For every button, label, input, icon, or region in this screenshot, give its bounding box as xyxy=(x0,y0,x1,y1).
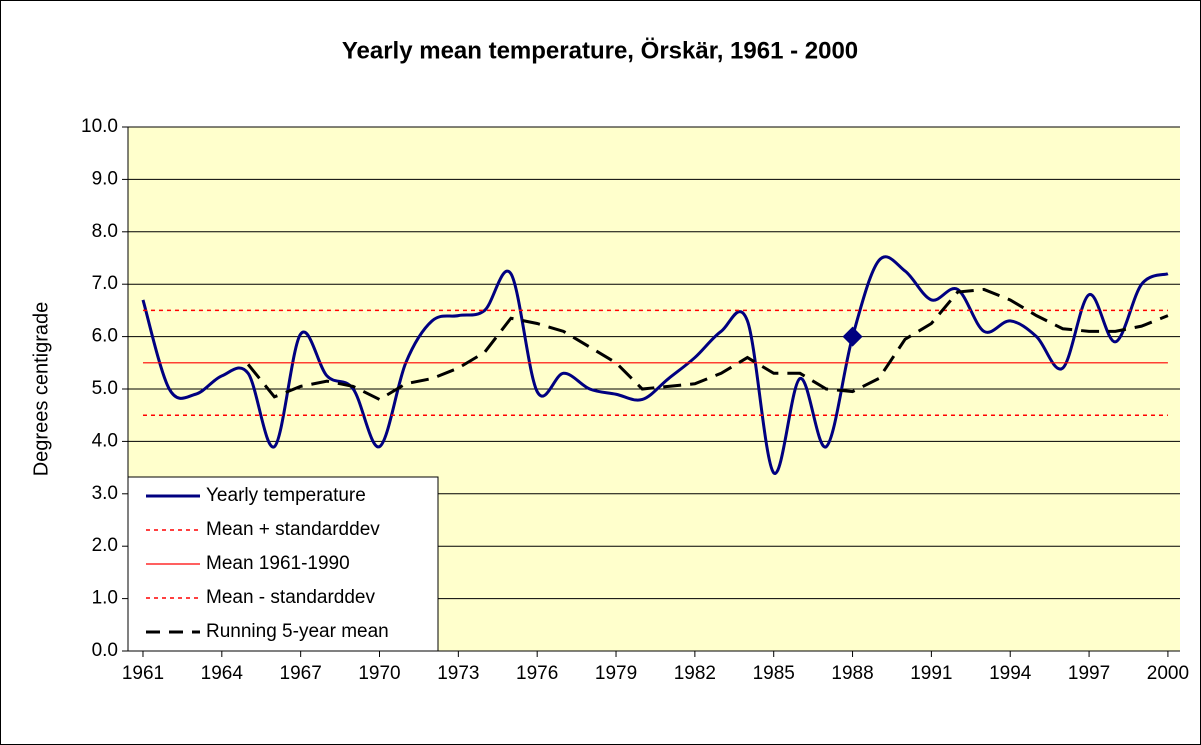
y-tick-label: 10.0 xyxy=(81,116,118,137)
x-tick-label: 1970 xyxy=(358,663,400,684)
legend-label: Mean 1961-1990 xyxy=(206,553,350,574)
legend-label: Mean + standarddev xyxy=(206,519,380,540)
y-tick-label: 7.0 xyxy=(92,273,118,294)
x-tick-label: 1988 xyxy=(831,663,873,684)
x-tick-label: 1982 xyxy=(674,663,716,684)
x-tick-label: 1994 xyxy=(989,663,1032,684)
chart-title: Yearly mean temperature, Örskär, 1961 - … xyxy=(342,37,858,64)
y-tick-label: 0.0 xyxy=(92,640,118,661)
legend-label: Mean - standarddev xyxy=(206,587,375,608)
y-axis-label: Degrees centigrade xyxy=(30,302,52,477)
legend-label: Yearly temperature xyxy=(206,485,366,506)
legend: Yearly temperature Mean + standarddev Mean… xyxy=(127,476,439,652)
x-tick-label: 1979 xyxy=(595,663,637,684)
highlight-marker xyxy=(842,326,863,347)
y-tick-label: 9.0 xyxy=(92,168,118,189)
x-tick-label: 1985 xyxy=(753,663,795,684)
x-tick-label: 1997 xyxy=(1068,663,1110,684)
y-tick-label: 2.0 xyxy=(92,535,118,556)
series-line xyxy=(246,287,1169,402)
x-tick-label: 1973 xyxy=(437,663,479,684)
y-tick-label: 5.0 xyxy=(92,378,118,399)
series-line xyxy=(141,255,1169,475)
x-tick-label: 2000 xyxy=(1147,663,1189,684)
y-tick-label: 6.0 xyxy=(92,326,118,347)
x-tick-label: 1961 xyxy=(122,663,164,684)
legend-label: Running 5-year mean xyxy=(206,621,389,642)
y-tick-label: 4.0 xyxy=(92,430,118,451)
y-tick-label: 1.0 xyxy=(92,588,118,609)
y-tick-label: 3.0 xyxy=(92,483,118,504)
y-tick-label: 8.0 xyxy=(92,221,118,242)
x-tick-label: 1976 xyxy=(516,663,558,684)
x-tick-label: 1967 xyxy=(280,663,322,684)
x-tick-label: 1991 xyxy=(910,663,952,684)
x-tick-label: 1964 xyxy=(201,663,244,684)
